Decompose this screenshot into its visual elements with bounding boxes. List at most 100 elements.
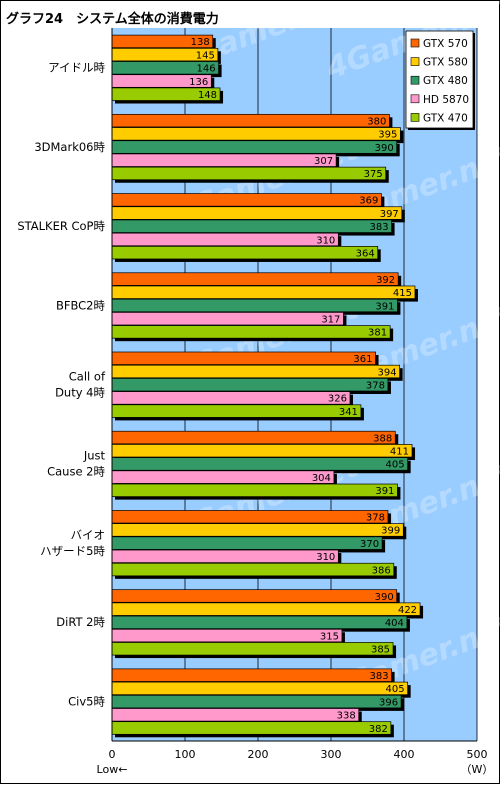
category-label: STALKER CoP時 [17,219,105,233]
bar [111,272,399,286]
data-label: 381 [368,328,387,339]
bar [111,470,335,484]
data-label: 378 [366,513,385,524]
category-label: Civ5時 [68,694,105,708]
bar [111,444,413,458]
bar [111,127,401,141]
data-label: 369 [359,196,378,207]
category-label: Just [83,449,106,463]
bar [111,312,344,326]
bar [111,628,343,643]
bar [111,246,379,260]
bar [111,364,400,379]
category-label: アイドル時 [48,61,105,75]
bar [111,113,390,128]
bar [111,457,408,471]
x-tick-label: 300 [321,748,342,761]
bar [111,694,402,709]
data-label: 361 [353,354,372,365]
bar [111,166,387,181]
legend-label: GTX 480 [423,75,468,87]
legend-swatch [410,38,420,48]
legend-swatch [410,75,420,85]
category-label: Cause 2時 [47,465,105,479]
x-low-label: Low← [97,763,128,776]
data-label: 394 [378,367,397,378]
category-label: Duty 4時 [55,386,105,400]
data-label: 392 [376,275,395,286]
category-label: バイオ [71,528,106,542]
bar [111,285,416,299]
x-tick-label: 400 [394,748,415,761]
data-label: 397 [380,209,399,220]
data-label: 405 [386,460,405,471]
data-label: 378 [366,381,385,392]
data-label: 310 [316,235,335,246]
bar [111,219,392,233]
data-label: 411 [390,447,409,458]
category-label: BFBC2時 [56,298,106,312]
data-label: 383 [369,671,388,682]
data-label: 390 [375,592,394,603]
data-label: 136 [189,77,208,88]
bar [111,589,398,603]
bar [111,602,421,616]
legend-label: GTX 470 [423,112,468,124]
data-label: 370 [360,539,379,550]
category-label: DiRT 2時 [56,615,105,629]
x-tick-label: 0 [109,748,116,761]
data-label: 315 [320,631,339,642]
bar [111,523,404,537]
bar [111,351,376,365]
bar [111,193,382,207]
data-label: 148 [198,90,217,101]
data-label: 399 [381,526,400,537]
data-label: 364 [356,248,375,259]
chart-title: グラフ24 システム全体の消費電力 [6,12,219,27]
bar [111,140,398,154]
bar [111,378,389,392]
data-label: 385 [371,645,390,656]
bar [111,642,394,656]
data-label: 388 [373,433,392,444]
category-label: ハザード5時 [40,544,105,558]
data-label: 380 [367,116,386,127]
data-label: 375 [364,169,383,180]
bar [111,708,360,722]
bar [111,391,351,405]
legend-label: HD 5870 [423,94,469,106]
bar [111,404,362,418]
data-label: 404 [385,618,404,629]
data-label: 307 [314,156,333,167]
category-label: Call of [69,370,106,384]
data-label: 341 [339,407,358,418]
data-label: 405 [386,684,405,695]
bar [111,562,395,577]
legend-swatch [410,94,420,104]
bar [111,430,396,445]
data-label: 138 [191,37,210,48]
data-label: 391 [375,301,394,312]
data-label: 338 [337,711,356,722]
bar [111,325,391,339]
data-label: 391 [375,486,394,497]
bar [111,668,392,682]
unit-label: （W） [461,763,494,776]
bar [111,681,408,696]
data-label: 310 [316,552,335,563]
data-label: 326 [328,394,347,405]
legend-swatch [410,113,420,122]
data-label: 390 [375,143,394,154]
x-tick-label: 200 [248,748,269,761]
data-label: 145 [196,50,215,61]
x-tick-label: 100 [175,748,196,761]
legend-label: GTX 570 [423,38,468,50]
bar [111,298,398,313]
legend-swatch [410,57,420,66]
data-label: 415 [393,288,412,299]
bar [111,615,408,630]
data-label: 422 [398,605,417,616]
bar [111,483,398,497]
